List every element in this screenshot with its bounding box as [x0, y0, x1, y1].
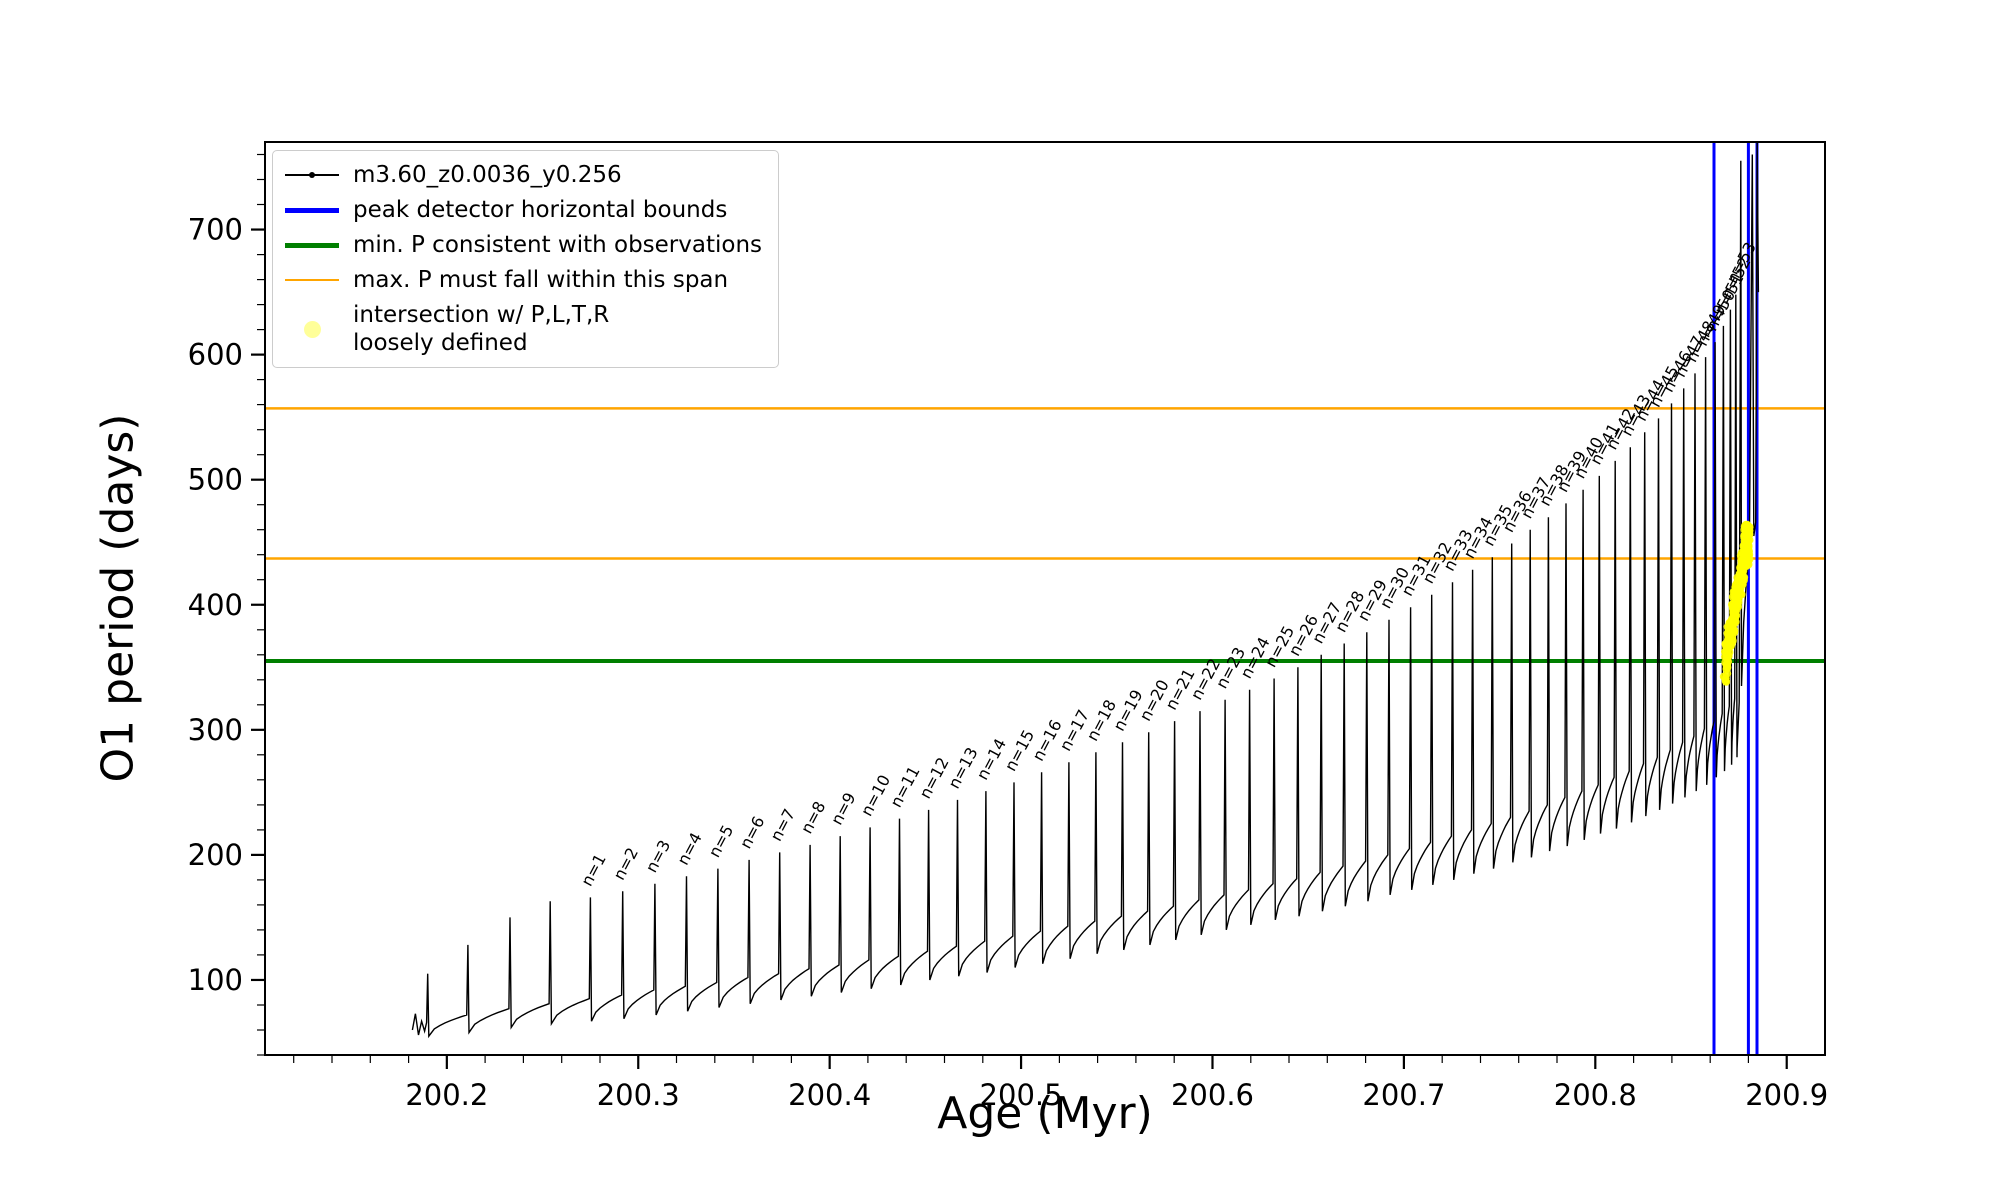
axis-ticks: 200.2 200.3 200.4 200.5 200.6 200.7 200.8 200.9…	[188, 153, 1828, 1112]
legend-item-label: m3.60_z0.0036_y0.256	[353, 162, 622, 188]
legend-item-2: min. P consistent with observations	[285, 231, 762, 259]
legend-swatch-thick-line	[285, 234, 339, 256]
x-tick-label: 200.4	[788, 1078, 871, 1112]
x-tick-label: 200.8	[1554, 1078, 1637, 1112]
axes-spine	[264, 141, 1826, 1056]
x-tick-label: 200.7	[1362, 1078, 1445, 1112]
y-axis-title: O1 period (days)	[92, 413, 144, 783]
y-tick-label: 300	[188, 713, 243, 747]
y-tick-label: 100	[188, 963, 243, 997]
y-tick-label: 700	[188, 213, 243, 247]
x-tick-label: 200.6	[1171, 1078, 1254, 1112]
x-tick-label: 200.2	[405, 1078, 488, 1112]
legend-item-1: peak detector horizontal bounds	[285, 196, 762, 224]
legend-swatch-thick-line	[285, 199, 339, 221]
x-axis-title: Age (Myr)	[937, 1088, 1153, 1139]
intersection-point	[1730, 626, 1739, 635]
data-series-curve	[411, 141, 1760, 1039]
intersection-point	[1742, 561, 1751, 570]
x-tick-label: 200.5	[980, 1078, 1063, 1112]
y-tick-label: 400	[188, 588, 243, 622]
intersection-point	[1737, 590, 1746, 599]
legend-item-4: intersection w/ P,L,T,R loosely defined	[285, 301, 762, 357]
y-tick-label: 200	[188, 838, 243, 872]
intersection-point	[1721, 676, 1730, 685]
y-tick-label: 500	[188, 463, 243, 497]
legend-item-label: peak detector horizontal bounds	[353, 197, 728, 224]
legend-item-3: max. P must fall within this span	[285, 266, 762, 294]
y-tick-label: 600	[188, 338, 243, 372]
legend-item-label: intersection w/ P,L,T,R loosely defined	[353, 302, 610, 357]
intersection-point	[1740, 536, 1749, 545]
x-tick-label: 200.9	[1745, 1078, 1828, 1112]
legend-swatch-line	[285, 269, 339, 291]
legend-item-label: max. P must fall within this span	[353, 267, 729, 294]
legend-item-0: m3.60_z0.0036_y0.256	[285, 161, 762, 189]
legend-swatch-line-marker	[285, 164, 339, 186]
legend-swatch-dot	[285, 318, 339, 340]
intersection-scatter	[1719, 520, 1754, 686]
x-tick-label: 200.3	[597, 1078, 680, 1112]
legend-item-label: min. P consistent with observations	[353, 232, 763, 259]
intersection-point	[1743, 525, 1752, 534]
intersection-point	[1730, 619, 1739, 627]
intersection-point	[1724, 652, 1733, 661]
intersection-point	[1744, 546, 1753, 555]
intersection-point	[1728, 636, 1737, 645]
intersection-point	[1738, 569, 1747, 578]
